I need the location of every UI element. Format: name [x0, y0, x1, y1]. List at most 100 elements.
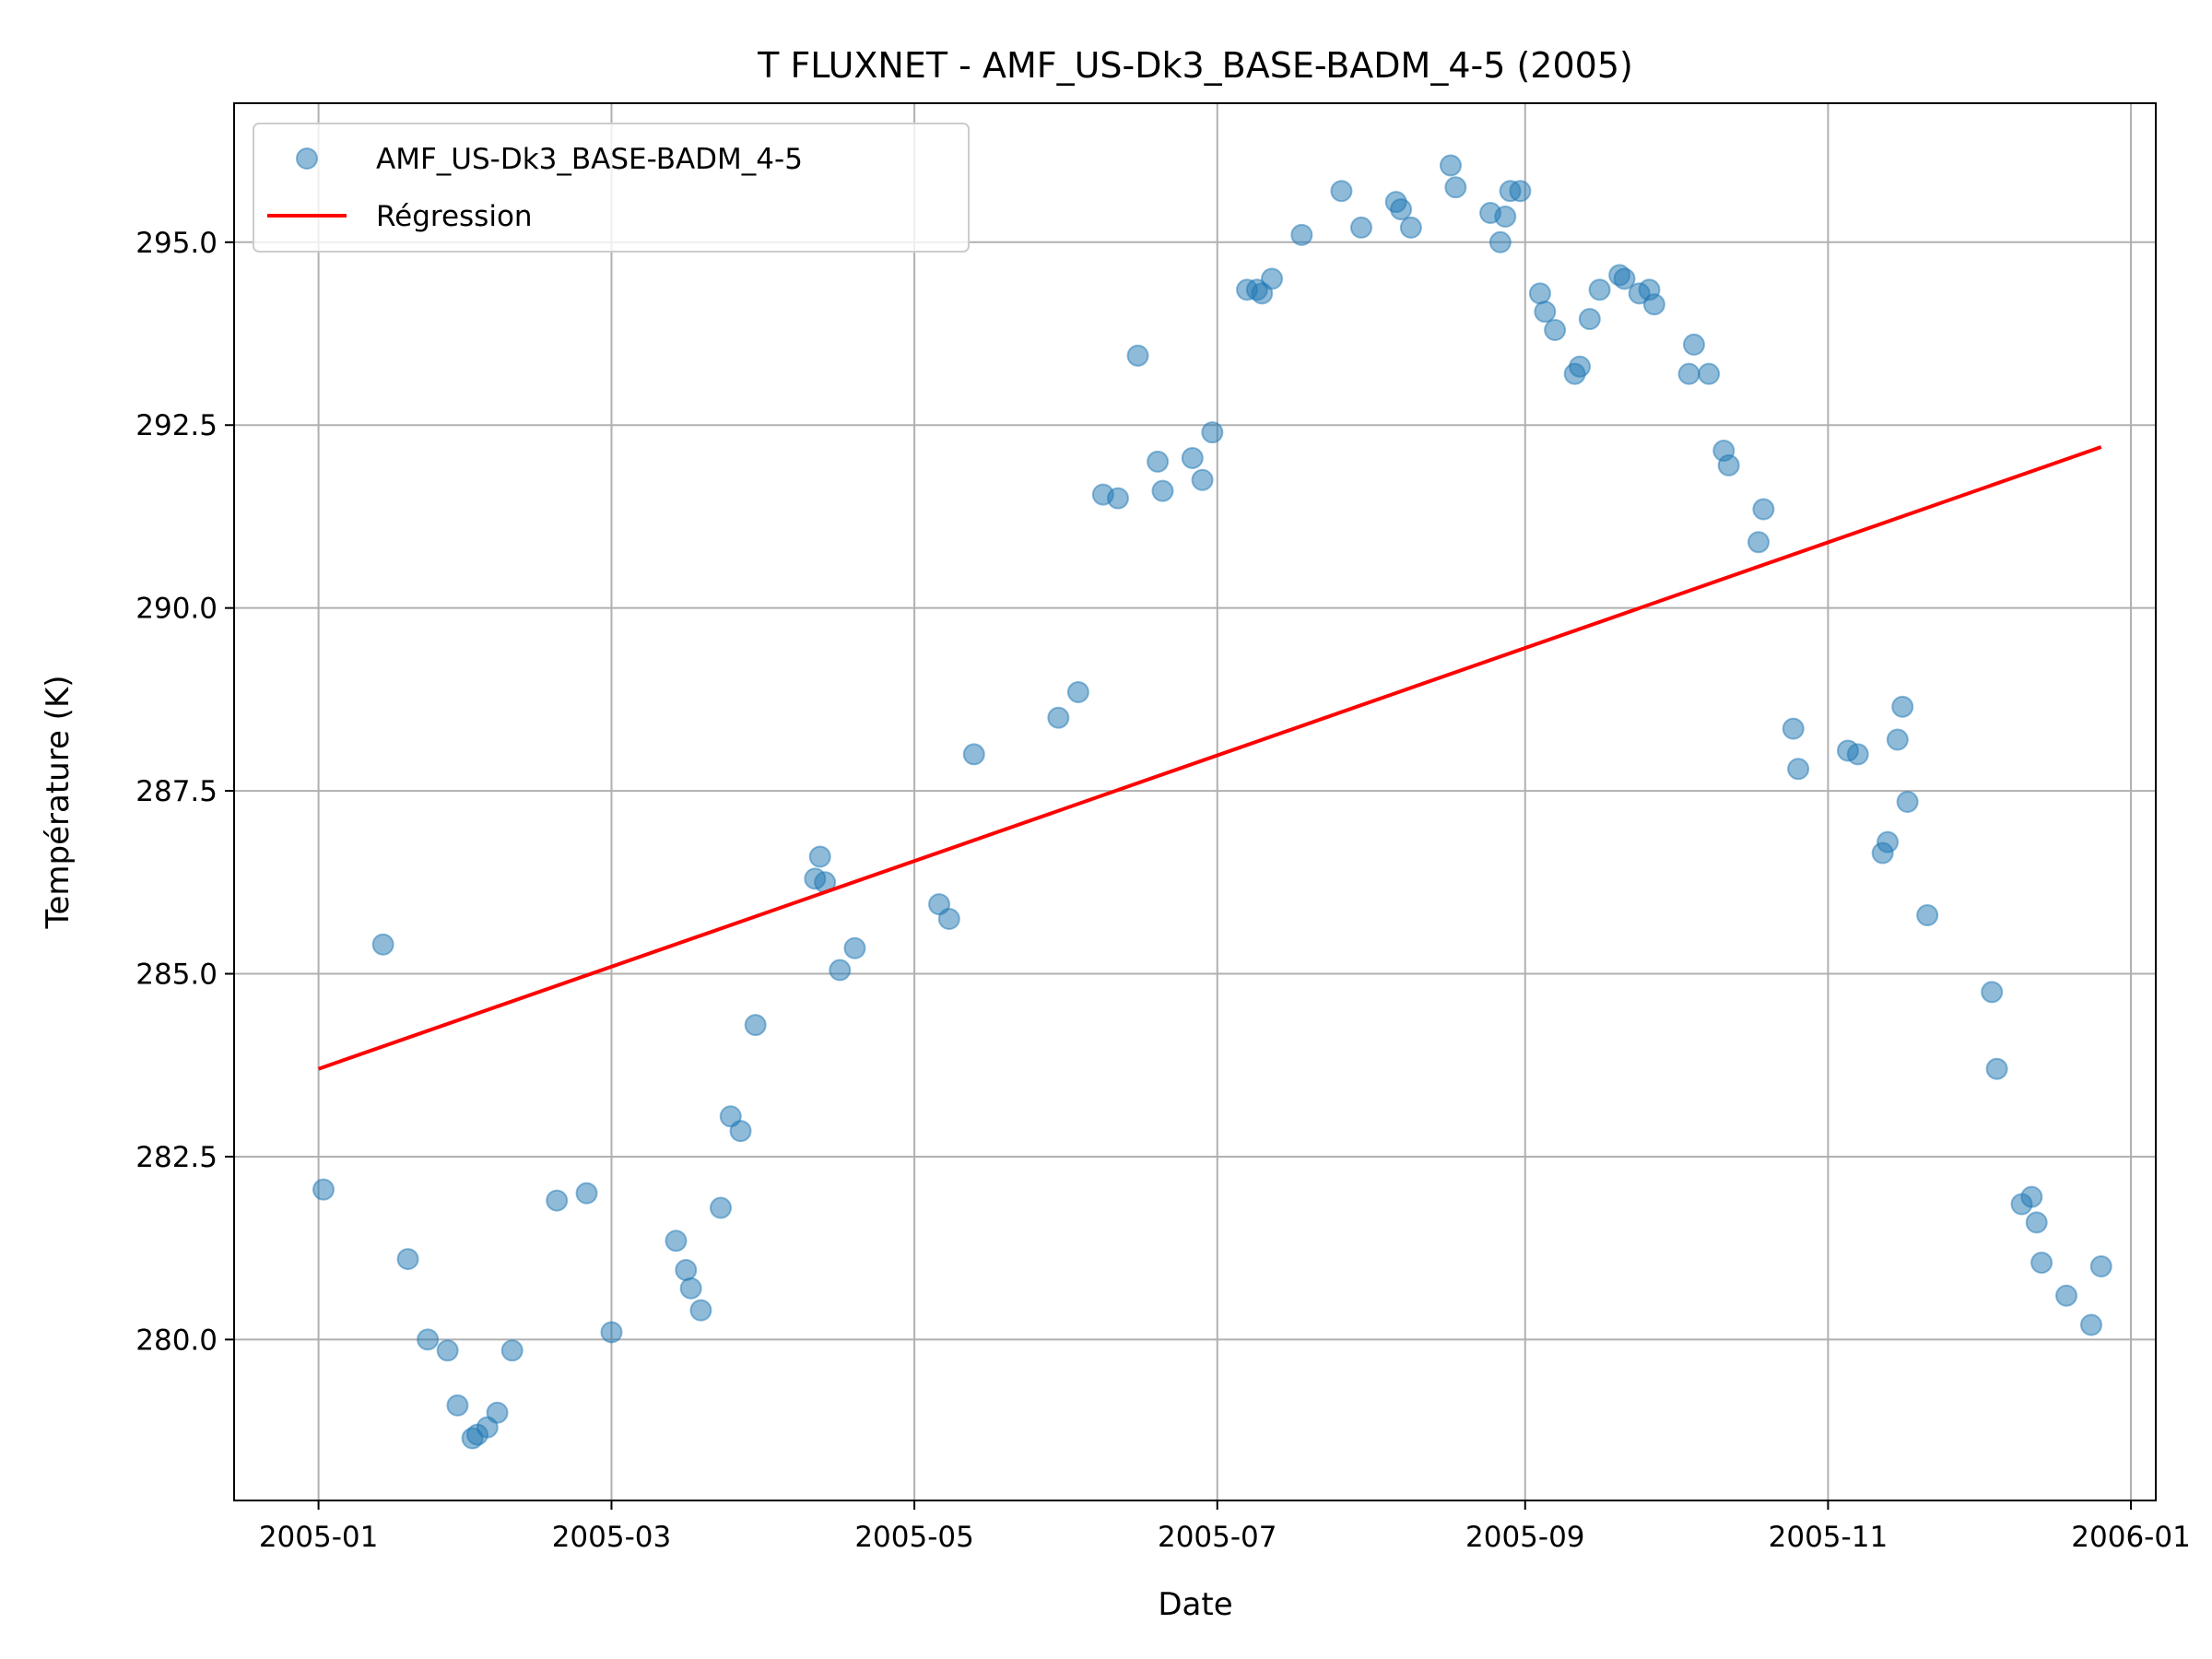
- scatter-point: [1494, 206, 1517, 229]
- y-tick-label: 295.0: [135, 227, 218, 260]
- scatter-point: [1717, 453, 1740, 477]
- scatter-point: [729, 1120, 752, 1143]
- legend-label-regression: Régression: [376, 200, 533, 233]
- scatter-point: [2079, 1313, 2102, 1336]
- scatter-point: [1677, 362, 1700, 385]
- scatter-point: [1787, 758, 1810, 781]
- y-axis-ticks: 280.0 282.5 285.0 287.5 290.0 292.5 295.0: [135, 227, 234, 1357]
- scatter-point: [1349, 216, 1372, 239]
- scatter-point: [436, 1339, 459, 1362]
- scatter-point: [1290, 223, 1313, 246]
- scatter-point: [446, 1394, 469, 1417]
- scatter-point: [1147, 450, 1170, 473]
- scatter-point: [2055, 1284, 2078, 1307]
- scatter-point: [1747, 531, 1770, 554]
- scatter-point: [1509, 180, 1532, 203]
- x-tick-label: 2005-11: [1769, 1521, 1888, 1554]
- scatter-point: [843, 936, 866, 959]
- x-tick-label: 2005-07: [1158, 1521, 1277, 1554]
- chart-title: T FLUXNET - AMF_US-Dk3_BASE-BADM_4-5 (20…: [757, 45, 1633, 86]
- scatter-point: [1528, 282, 1551, 305]
- scatter-point: [1066, 680, 1089, 703]
- x-tick-label: 2005-03: [552, 1521, 672, 1554]
- y-tick-label: 282.5: [135, 1141, 218, 1174]
- scatter-point: [675, 1258, 698, 1281]
- scatter-point: [486, 1401, 509, 1424]
- scatter-point: [371, 933, 394, 956]
- scatter-point: [2089, 1255, 2112, 1278]
- scatter-point: [500, 1339, 524, 1362]
- scatter-point: [600, 1321, 623, 1344]
- scatter-point: [2025, 1211, 2048, 1234]
- scatter-point: [1181, 446, 1204, 469]
- scatter-point: [1106, 487, 1129, 510]
- scatter-point: [546, 1189, 569, 1212]
- x-axis-label: Date: [1158, 1586, 1232, 1623]
- scatter-point: [1613, 267, 1636, 290]
- scatter-point: [665, 1230, 688, 1253]
- regression-line: [317, 445, 2102, 1071]
- scatter-point: [689, 1299, 712, 1322]
- scatter-point: [1891, 695, 1914, 718]
- x-tick-label: 2005-01: [259, 1521, 379, 1554]
- scatter-point: [1399, 216, 1422, 239]
- y-tick-label: 292.5: [135, 409, 218, 442]
- scatter-point: [937, 907, 960, 930]
- scatter-point: [1444, 176, 1467, 199]
- scatter-point: [808, 845, 831, 868]
- scatter-point: [1201, 421, 1224, 444]
- scatter-point: [1047, 706, 1070, 729]
- scatter-point: [312, 1178, 335, 1201]
- plot-frame: [233, 102, 2157, 1501]
- x-axis-ticks: 2005-01 2005-03 2005-05 2005-07 2005-09 2005-…: [259, 1500, 2191, 1554]
- scatter-point: [1886, 728, 1909, 751]
- legend-box: [253, 123, 970, 253]
- scatter-point: [1261, 267, 1284, 290]
- legend: AMF_US-Dk3_BASE-BADM_4-5 Régression: [253, 123, 970, 253]
- legend-scatter-marker: [296, 147, 318, 170]
- scatter-point: [1782, 717, 1805, 740]
- scatter-point: [1916, 904, 1939, 927]
- y-tick-label: 290.0: [135, 593, 218, 626]
- scatter-point: [744, 1014, 767, 1037]
- scatter-point: [1981, 981, 2004, 1004]
- scatter-point: [1752, 498, 1775, 521]
- scatter-point: [962, 743, 985, 766]
- y-tick-label: 287.5: [135, 775, 218, 808]
- x-tick-label: 2005-05: [854, 1521, 974, 1554]
- scatter-point: [2020, 1185, 2043, 1208]
- scatter-point: [1682, 333, 1705, 356]
- scatter-point: [417, 1328, 440, 1351]
- scatter-point: [1151, 479, 1174, 502]
- legend-label-scatter: AMF_US-Dk3_BASE-BADM_4-5: [376, 143, 803, 176]
- scatter-point: [1985, 1057, 2008, 1080]
- scatter-point: [679, 1277, 702, 1300]
- x-tick-label: 2006-01: [2071, 1521, 2191, 1554]
- y-axis-label: Température (K): [40, 675, 76, 929]
- scatter-point: [1390, 198, 1413, 221]
- scatter-point: [1578, 308, 1601, 331]
- scatter-point: [709, 1196, 732, 1219]
- scatter-point: [1330, 180, 1353, 203]
- scatter-point: [1191, 468, 1214, 491]
- grid-lines: [234, 103, 2156, 1500]
- scatter-point: [1642, 293, 1665, 316]
- scatter-point: [1698, 362, 1721, 385]
- scatter-point: [1877, 830, 1900, 853]
- scatter-point: [1534, 300, 1557, 324]
- scatter-point: [1439, 154, 1462, 177]
- scatter-point: [1588, 278, 1611, 301]
- scatter-point: [1896, 791, 1919, 813]
- scatter-point: [1126, 344, 1149, 367]
- y-tick-label: 285.0: [135, 959, 218, 992]
- scatter-point: [2030, 1252, 2053, 1275]
- scatter-point: [829, 959, 852, 982]
- x-tick-label: 2005-09: [1465, 1521, 1585, 1554]
- scatter-point: [1488, 230, 1512, 253]
- scatter-point: [575, 1182, 598, 1205]
- plot-series: [312, 154, 2112, 1450]
- scatter-point: [1544, 319, 1567, 342]
- scatter-point: [1569, 355, 1592, 378]
